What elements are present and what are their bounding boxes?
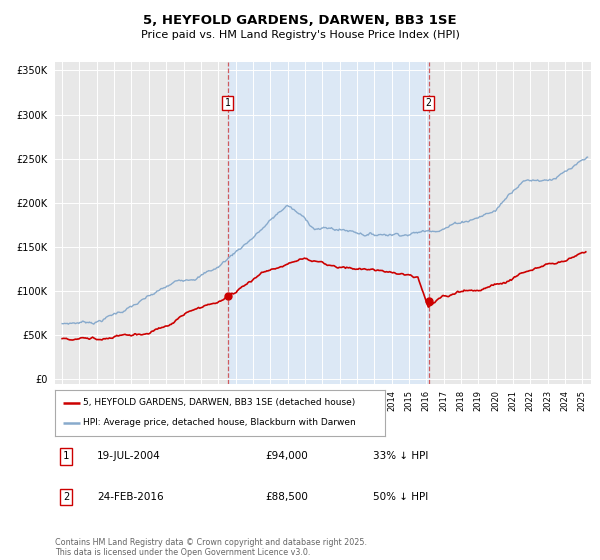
Text: 1: 1 [63,451,69,461]
Text: £88,500: £88,500 [265,492,308,502]
Text: 2: 2 [425,98,431,108]
Text: HPI: Average price, detached house, Blackburn with Darwen: HPI: Average price, detached house, Blac… [83,418,356,427]
Text: 5, HEYFOLD GARDENS, DARWEN, BB3 1SE: 5, HEYFOLD GARDENS, DARWEN, BB3 1SE [143,14,457,27]
Text: 50% ↓ HPI: 50% ↓ HPI [373,492,428,502]
Bar [227,62,428,384]
Text: 19-JUL-2004: 19-JUL-2004 [97,451,161,461]
Text: 24-FEB-2016: 24-FEB-2016 [97,492,164,502]
Text: Contains HM Land Registry data © Crown copyright and database right 2025.
This d: Contains HM Land Registry data © Crown c… [55,538,367,557]
Text: 33% ↓ HPI: 33% ↓ HPI [373,451,428,461]
Text: £94,000: £94,000 [265,451,308,461]
Text: 5, HEYFOLD GARDENS, DARWEN, BB3 1SE (detached house): 5, HEYFOLD GARDENS, DARWEN, BB3 1SE (det… [83,398,355,407]
Text: Price paid vs. HM Land Registry's House Price Index (HPI): Price paid vs. HM Land Registry's House … [140,30,460,40]
Text: 1: 1 [224,98,230,108]
Text: 2: 2 [63,492,69,502]
